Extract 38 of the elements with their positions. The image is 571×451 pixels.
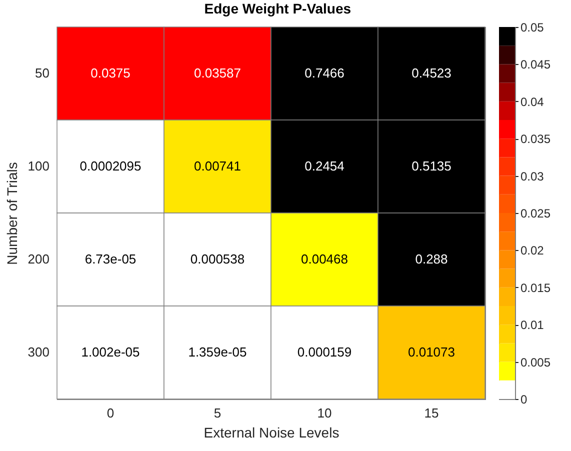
color-bar-label: 0.04 [520,94,544,109]
x-tick-label: 10 [317,406,332,420]
color-bar-label: 0 [520,392,528,406]
data-label: 0.5135 [412,158,452,174]
data-label: 0.288 [415,252,448,266]
data-label: 1.002e-05 [81,344,140,360]
data-label: 0.0375 [90,66,130,80]
x-axis-title: External Noise Levels [204,424,340,440]
color-bar-label: 0.015 [520,280,551,295]
x-tick-label: 15 [424,406,439,420]
data-label: 0.000538 [190,252,245,266]
data-label: 0.00468 [301,252,348,266]
color-bar-label: 0.01 [520,318,544,332]
data-label: 0.7466 [304,66,344,80]
color-bar-label: 0.025 [520,206,551,220]
data-label: 0.00741 [194,158,241,174]
color-bar-label: 0.035 [520,132,551,146]
color-bar-label: 0.045 [520,58,551,72]
x-tick-label: 0 [106,406,114,420]
color-bar-label: 0.03 [520,169,544,184]
data-label: 0.03587 [194,66,241,80]
data-label: 0.0002095 [80,158,142,174]
data-label: 0.000159 [297,344,352,360]
chart-title: Edge Weight P-Values [204,0,352,16]
y-tick-label: 200 [28,252,50,266]
y-tick-label: 100 [28,158,50,174]
data-label: 0.01073 [408,344,455,360]
data-label: 0.4523 [412,66,452,80]
x-tick-label: 5 [214,406,222,420]
y-tick-label: 50 [35,66,50,80]
y-axis-title: Number of Trials [4,162,20,265]
data-label: 6.73e-05 [84,252,136,266]
data-label: 0.2454 [304,158,344,174]
color-bar-label: 0.02 [520,244,544,258]
color-bar-label: 0.005 [520,355,551,370]
data-label: 1.359e-05 [188,344,247,360]
y-tick-label: 300 [28,344,50,360]
color-bar-label: 0.05 [520,20,544,34]
